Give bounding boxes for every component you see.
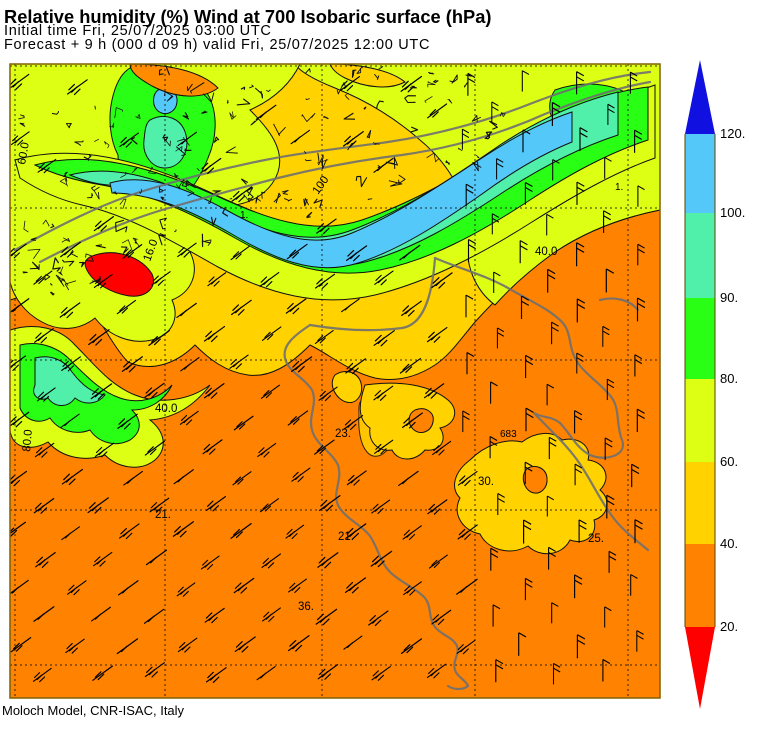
- svg-text:20.: 20.: [720, 619, 738, 634]
- svg-text:683: 683: [500, 429, 517, 440]
- svg-text:40.: 40.: [720, 536, 738, 551]
- svg-text:60.: 60.: [720, 454, 738, 469]
- svg-text:21.: 21.: [338, 531, 354, 543]
- svg-text:23.: 23.: [335, 428, 351, 440]
- svg-text:120.: 120.: [720, 126, 745, 141]
- svg-text:90.: 90.: [720, 290, 738, 305]
- svg-text:40.0: 40.0: [535, 246, 557, 258]
- svg-text:25.: 25.: [588, 533, 604, 545]
- svg-text:36.: 36.: [298, 601, 314, 613]
- svg-text:100.: 100.: [720, 205, 745, 220]
- svg-text:1.: 1.: [615, 182, 623, 193]
- svg-text:21.: 21.: [155, 509, 171, 521]
- svg-text:80.0: 80.0: [21, 429, 35, 452]
- svg-text:30.: 30.: [478, 476, 494, 488]
- svg-text:40.0: 40.0: [155, 403, 177, 415]
- svg-text:80.: 80.: [720, 371, 738, 386]
- svg-text:1.: 1.: [240, 210, 248, 221]
